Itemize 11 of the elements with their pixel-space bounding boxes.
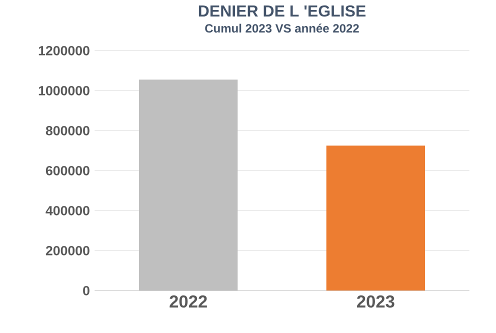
x-tick-label: 2023: [356, 295, 394, 308]
x-tick-label: 2022: [170, 295, 207, 308]
chart-title: DENIER DE L 'EGLISE: [198, 5, 366, 16]
y-tick-label: 1200000: [38, 46, 90, 56]
y-tick-label: 200000: [46, 246, 90, 256]
y-tick-label: 0: [83, 286, 90, 296]
y-tick-label: 400000: [46, 206, 90, 216]
y-tick-label: 800000: [46, 126, 90, 136]
chart-subtitle: Cumul 2023 VS année 2022: [205, 24, 359, 32]
y-tick-label: 600000: [46, 166, 90, 176]
y-tick-label: 1000000: [38, 86, 90, 96]
